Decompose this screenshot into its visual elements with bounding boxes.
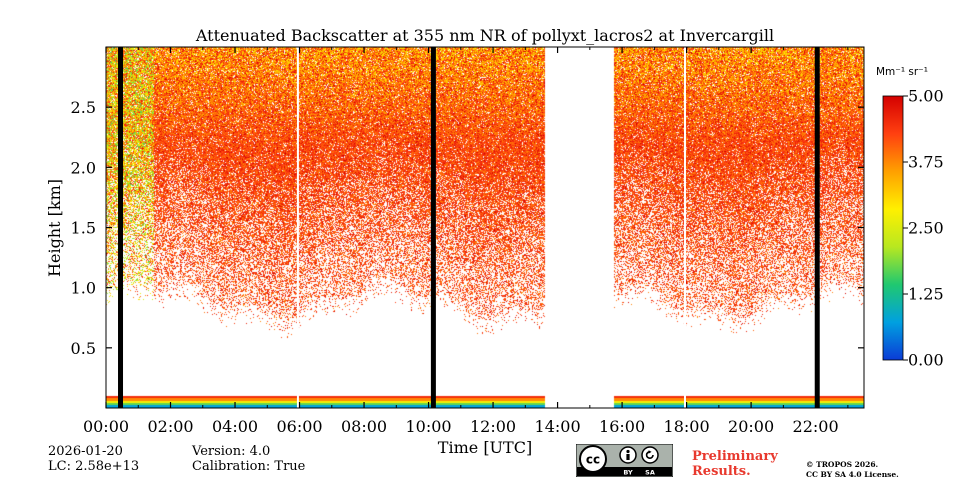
heatmap-image [106, 47, 864, 408]
plot-area: 00:00 02:00 04:00 06:00 08:00 10:00 12:00 14:00… [71, 46, 865, 436]
cc-by-sa-license-badge: cc BY SA [576, 444, 673, 477]
preliminary-line-1: Preliminary [692, 449, 778, 464]
x-tick-label: 22:00 [793, 417, 839, 436]
data-gap-line [683, 47, 686, 408]
calibration-marker-line [118, 47, 124, 408]
colorbar-tick-label: 3.75 [908, 153, 944, 172]
y-tick-label: 1.0 [71, 279, 96, 298]
colorbar-tick-label: 0.00 [908, 351, 944, 370]
footer-lc: LC: 2.58e+13 [48, 459, 140, 474]
cc-logo-icon: cc [579, 445, 607, 473]
x-tick-label: 06:00 [276, 417, 322, 436]
x-tick-label: 04:00 [212, 417, 258, 436]
attribution-person-icon [619, 446, 637, 464]
y-tick-label: 0.5 [71, 339, 96, 358]
x-tick-label: 18:00 [664, 417, 710, 436]
calibration-marker-line [430, 47, 436, 408]
y-tick-label: 2.0 [71, 158, 96, 177]
x-tick-label: 12:00 [470, 417, 516, 436]
x-tick-label: 14:00 [535, 417, 581, 436]
axis-ticks: 00:00 02:00 04:00 06:00 08:00 10:00 12:00 14:00… [71, 47, 864, 436]
data-gap-line [296, 47, 299, 408]
copyright-line-1: © TROPOS 2026. [806, 460, 879, 469]
footer-date: 2026-01-20 [48, 444, 123, 459]
copyright-line-2: CC BY SA 4.0 License. [806, 470, 899, 479]
colorbar-tick-label: 2.50 [908, 219, 944, 238]
x-tick-label: 00:00 [83, 417, 129, 436]
preliminary-results-note: Preliminary Results. [692, 449, 778, 479]
colorbar-ticks: 0.00 1.25 2.50 3.75 5.00 [903, 87, 944, 370]
plot-frame [105, 46, 865, 409]
colorbar-tick-label: 5.00 [908, 87, 944, 106]
svg-text:cc: cc [586, 453, 600, 467]
footer-calibration: Calibration: True [192, 459, 306, 474]
x-axis-label: Time [UTC] [438, 438, 532, 457]
y-tick-label: 2.5 [71, 98, 96, 117]
x-tick-label: 08:00 [341, 417, 387, 436]
calibration-marker-line [814, 47, 820, 408]
copyright-note: © TROPOS 2026. CC BY SA 4.0 License. [806, 460, 899, 480]
backscatter-heatmap [106, 47, 864, 408]
colorbar-tick-label: 1.25 [908, 285, 944, 304]
x-tick-label: 02:00 [147, 417, 193, 436]
chart-title: Attenuated Backscatter at 355 nm NR of p… [195, 26, 774, 45]
colorbar-gradient [883, 96, 903, 360]
footer-version: Version: 4.0 [192, 444, 271, 459]
y-tick-label: 1.5 [71, 219, 96, 238]
colorbar-unit: Mm⁻¹ sr⁻¹ [876, 66, 928, 78]
x-tick-label: 10:00 [405, 417, 451, 436]
colorbar: Mm⁻¹ sr⁻¹ 0.00 1.25 2.50 3.75 5.00 [876, 66, 944, 370]
y-axis-label: Height [km] [45, 179, 64, 277]
x-tick-label: 16:00 [599, 417, 645, 436]
badge-sa-label: SA [645, 469, 655, 477]
badge-by-label: BY [623, 469, 633, 477]
share-alike-icon [641, 446, 659, 464]
preliminary-line-2: Results. [692, 464, 751, 479]
x-tick-label: 20:00 [728, 417, 774, 436]
